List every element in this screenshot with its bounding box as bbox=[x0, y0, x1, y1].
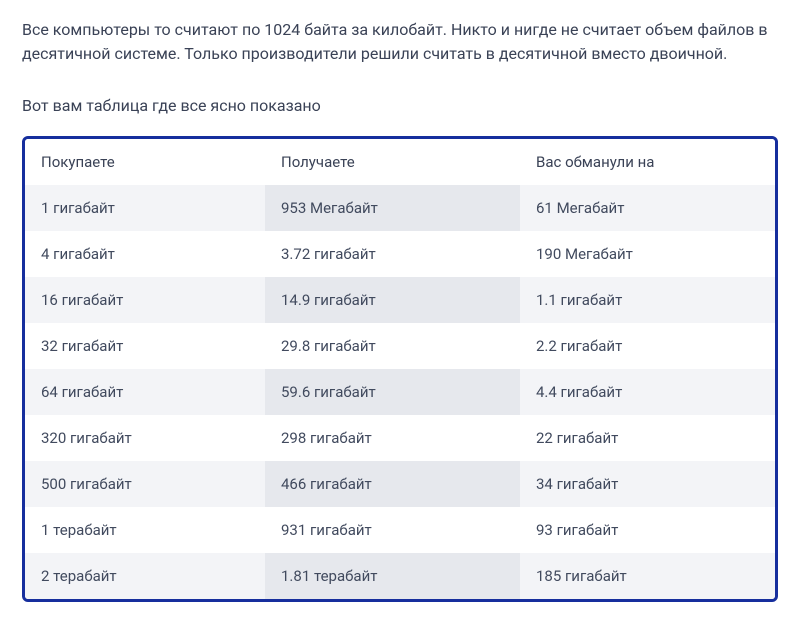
table-cell: 59.6 гигабайт bbox=[265, 369, 520, 415]
table-row: 1 терабайт931 гигабайт93 гигабайт bbox=[25, 507, 775, 553]
table-cell: 22 гигабайт bbox=[520, 415, 775, 461]
table-cell: 2 терабайт bbox=[25, 553, 265, 599]
storage-table-wrap: Покупаете Получаете Вас обманули на 1 ги… bbox=[22, 136, 778, 602]
table-cell: 1 терабайт bbox=[25, 507, 265, 553]
table-body: 1 гигабайт953 Мегабайт61 Мегабайт4 гигаб… bbox=[25, 185, 775, 599]
table-cell: 953 Мегабайт bbox=[265, 185, 520, 231]
table-row: 1 гигабайт953 Мегабайт61 Мегабайт bbox=[25, 185, 775, 231]
table-row: 16 гигабайт14.9 гигабайт1.1 гигабайт bbox=[25, 277, 775, 323]
table-row: 2 терабайт1.81 терабайт185 гигабайт bbox=[25, 553, 775, 599]
table-cell: 190 Мегабайт bbox=[520, 231, 775, 277]
table-cell: 3.72 гигабайт bbox=[265, 231, 520, 277]
table-cell: 320 гигабайт bbox=[25, 415, 265, 461]
table-cell: 500 гигабайт bbox=[25, 461, 265, 507]
intro-paragraph-1: Все компьютеры то считают по 1024 байта … bbox=[22, 18, 778, 66]
table-row: 4 гигабайт3.72 гигабайт190 Мегабайт bbox=[25, 231, 775, 277]
intro-text: Все компьютеры то считают по 1024 байта … bbox=[22, 18, 778, 118]
table-cell: 34 гигабайт bbox=[520, 461, 775, 507]
table-cell: 14.9 гигабайт bbox=[265, 277, 520, 323]
table-cell: 4 гигабайт bbox=[25, 231, 265, 277]
table-header-row: Покупаете Получаете Вас обманули на bbox=[25, 139, 775, 185]
table-cell: 1.1 гигабайт bbox=[520, 277, 775, 323]
table-cell: 64 гигабайт bbox=[25, 369, 265, 415]
table-cell: 466 гигабайт bbox=[265, 461, 520, 507]
table-row: 32 гигабайт29.8 гигабайт2.2 гигабайт bbox=[25, 323, 775, 369]
table-cell: 16 гигабайт bbox=[25, 277, 265, 323]
storage-table: Покупаете Получаете Вас обманули на 1 ги… bbox=[25, 139, 775, 599]
table-row: 64 гигабайт59.6 гигабайт4.4 гигабайт bbox=[25, 369, 775, 415]
table-cell: 32 гигабайт bbox=[25, 323, 265, 369]
col-header-get: Получаете bbox=[265, 139, 520, 185]
table-cell: 185 гигабайт bbox=[520, 553, 775, 599]
table-cell: 29.8 гигабайт bbox=[265, 323, 520, 369]
table-cell: 931 гигабайт bbox=[265, 507, 520, 553]
table-cell: 61 Мегабайт bbox=[520, 185, 775, 231]
table-cell: 1 гигабайт bbox=[25, 185, 265, 231]
table-cell: 93 гигабайт bbox=[520, 507, 775, 553]
table-cell: 4.4 гигабайт bbox=[520, 369, 775, 415]
col-header-buy: Покупаете bbox=[25, 139, 265, 185]
intro-paragraph-2: Вот вам таблица где все ясно показано bbox=[22, 94, 778, 118]
col-header-cheated: Вас обманули на bbox=[520, 139, 775, 185]
table-row: 320 гигабайт298 гигабайт22 гигабайт bbox=[25, 415, 775, 461]
table-cell: 298 гигабайт bbox=[265, 415, 520, 461]
table-row: 500 гигабайт466 гигабайт34 гигабайт bbox=[25, 461, 775, 507]
table-cell: 2.2 гигабайт bbox=[520, 323, 775, 369]
table-cell: 1.81 терабайт bbox=[265, 553, 520, 599]
